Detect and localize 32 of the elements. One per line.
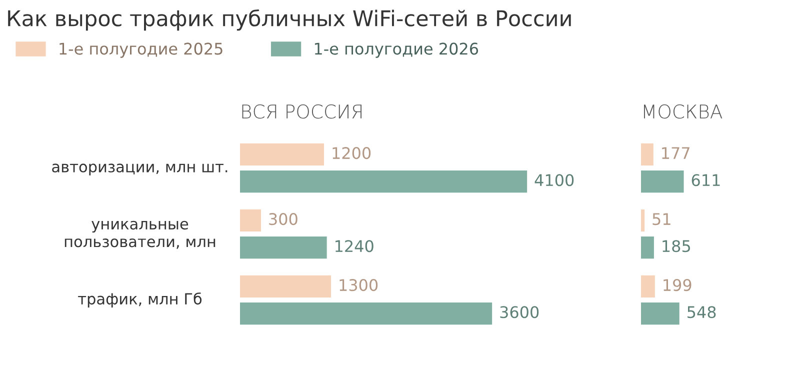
bar (641, 236, 654, 259)
chart-subtitle: МОСКВА (644, 104, 722, 119)
bar (240, 143, 324, 166)
data-label: 3600 (500, 306, 539, 318)
legend-label: 1-е полугодие 2026 (314, 42, 478, 58)
data-label: 1200 (332, 147, 371, 160)
data-label: 300 (269, 213, 298, 226)
data-label: 185 (662, 240, 690, 252)
chart-subtitle: ВСЯ РОССИЯ (242, 104, 362, 119)
y-tick-label: уникальные пользователи, млн (64, 220, 216, 249)
data-label: 548 (688, 306, 716, 318)
y-tick-label: трафик, млн Гб (78, 292, 202, 308)
data-label: 1300 (340, 279, 378, 292)
chart-title: Как вырос трафик публичных WiFi-сетей в России (8, 9, 571, 31)
bar (641, 170, 684, 193)
data-label: 611 (692, 174, 720, 186)
legend-label: 1-е полугодие 2025 (60, 42, 222, 58)
bar (240, 209, 262, 232)
bar (240, 170, 528, 193)
data-label: 1240 (336, 240, 374, 252)
bar (641, 275, 655, 298)
y-tick-label: авторизации, млн шт. (52, 164, 228, 176)
bar (240, 236, 327, 259)
bar (641, 209, 645, 232)
data-label: 199 (664, 279, 692, 292)
data-label: 4100 (534, 174, 574, 186)
data-label: 51 (652, 213, 670, 226)
data-label: 177 (662, 147, 690, 159)
bar (641, 143, 654, 166)
bar (641, 302, 680, 325)
bar (240, 275, 332, 298)
bar (240, 302, 492, 325)
